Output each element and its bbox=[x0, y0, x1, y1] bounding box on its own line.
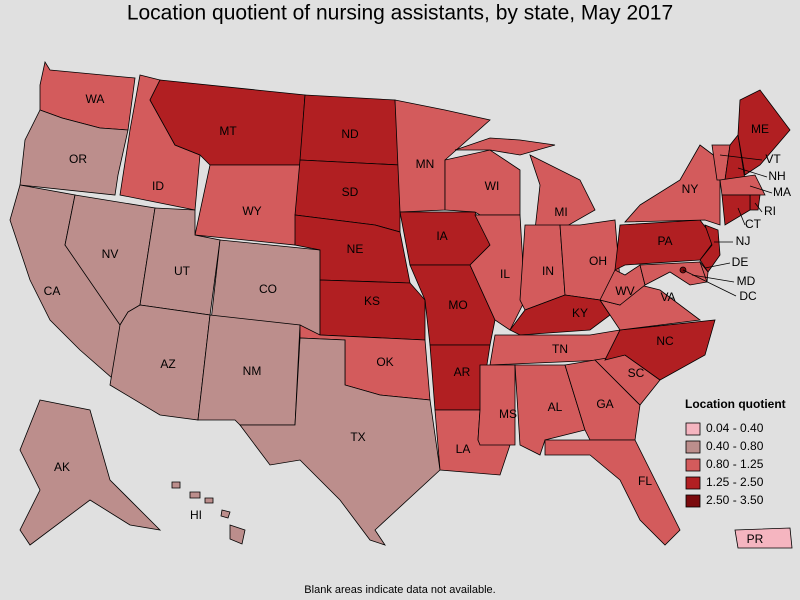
state-label: FL bbox=[638, 474, 652, 488]
state-label: AK bbox=[54, 460, 70, 474]
state-label: SC bbox=[628, 366, 645, 380]
state-label: IN bbox=[542, 264, 554, 278]
state-shape bbox=[444, 149, 521, 216]
state-label: NC bbox=[656, 334, 674, 348]
state-shape bbox=[19, 399, 162, 546]
state-label: PR bbox=[747, 532, 764, 546]
state-label: MO bbox=[448, 298, 467, 312]
state-label: WA bbox=[86, 92, 105, 106]
state-label: NY bbox=[682, 182, 699, 196]
state-shape bbox=[319, 279, 426, 341]
leader-line bbox=[704, 262, 731, 269]
state-label: ME bbox=[751, 122, 769, 136]
state-label: AZ bbox=[160, 357, 175, 371]
state-label: AR bbox=[454, 365, 471, 379]
state-label: IA bbox=[436, 229, 447, 243]
state-label: VT bbox=[765, 152, 781, 166]
state-label: NM bbox=[243, 364, 262, 378]
legend-label: 0.80 - 1.25 bbox=[706, 457, 764, 471]
state-shape bbox=[721, 194, 751, 226]
map-title: Location quotient of nursing assistants,… bbox=[127, 2, 673, 25]
legend: 0.04 - 0.40 0.40 - 0.80 0.80 - 1.25 1.25 - … bbox=[685, 421, 764, 508]
state-label: PA bbox=[657, 234, 672, 248]
state-shape bbox=[477, 364, 516, 446]
state-label: NE bbox=[347, 242, 364, 256]
state-shape bbox=[639, 261, 708, 286]
state-label: UT bbox=[174, 264, 191, 278]
state-label: MT bbox=[219, 124, 237, 138]
state-label: HI bbox=[190, 508, 202, 522]
state-label: MD bbox=[737, 274, 756, 288]
state-label: KY bbox=[572, 306, 588, 320]
state-shape bbox=[19, 109, 129, 196]
leader-line bbox=[754, 202, 763, 213]
legend-swatch bbox=[685, 440, 701, 454]
state-label: CT bbox=[745, 217, 762, 231]
state-label: RI bbox=[764, 204, 776, 218]
leader-line bbox=[691, 274, 735, 283]
state-label: NV bbox=[102, 247, 119, 261]
legend-swatch bbox=[685, 494, 701, 508]
state-label: SD bbox=[342, 185, 359, 199]
state-label: ID bbox=[152, 179, 164, 193]
state-label: MA bbox=[773, 185, 791, 199]
leader-line bbox=[682, 269, 737, 297]
legend-label: 0.04 - 0.40 bbox=[706, 421, 764, 435]
state-labels: WA OR CA NV ID MT WY UT CO AZ NM ND SD NE KS OK TX MN IA MO… bbox=[44, 92, 791, 546]
state-label: OR bbox=[69, 152, 87, 166]
state-label: MN bbox=[416, 157, 435, 171]
state-label: OH bbox=[589, 254, 607, 268]
state-shape bbox=[469, 214, 526, 331]
state-label: WI bbox=[485, 179, 500, 193]
state-label: CA bbox=[44, 284, 61, 298]
state-label: TX bbox=[350, 430, 365, 444]
state-label: LA bbox=[456, 442, 471, 456]
legend-swatch bbox=[685, 458, 701, 472]
leader-line bbox=[719, 154, 763, 161]
states bbox=[9, 60, 793, 549]
state-shape bbox=[734, 527, 793, 549]
legend-swatch bbox=[685, 422, 701, 436]
state-shape bbox=[737, 89, 791, 176]
state-shape bbox=[171, 481, 246, 545]
state-label: IL bbox=[500, 267, 510, 281]
state-label: NJ bbox=[736, 234, 751, 248]
state-label: VA bbox=[660, 290, 675, 304]
state-label: CO bbox=[259, 282, 277, 296]
leader-line bbox=[737, 207, 746, 226]
state-shape bbox=[624, 144, 721, 226]
state-label: NH bbox=[768, 169, 785, 183]
state-label: KS bbox=[364, 294, 380, 308]
legend-label: 0.40 - 0.80 bbox=[706, 439, 764, 453]
state-label: ND bbox=[341, 127, 359, 141]
legend-swatch bbox=[685, 476, 701, 490]
legend-title: Location quotient bbox=[685, 397, 786, 411]
leader-line bbox=[749, 185, 773, 194]
state-label: DC bbox=[739, 289, 757, 303]
legend-label: 2.50 - 3.50 bbox=[706, 493, 764, 507]
state-label: OK bbox=[376, 355, 393, 369]
state-shape bbox=[239, 337, 441, 546]
state-label: GA bbox=[596, 397, 613, 411]
state-label: AL bbox=[548, 400, 563, 414]
state-label: DE bbox=[732, 255, 749, 269]
state-label: MI bbox=[554, 205, 567, 219]
footnote: Blank areas indicate data not available. bbox=[304, 584, 495, 596]
state-label: WV bbox=[615, 284, 634, 298]
leader-line bbox=[737, 167, 768, 178]
state-shape bbox=[719, 174, 766, 196]
state-label: WY bbox=[242, 204, 261, 218]
state-label: MS bbox=[499, 407, 517, 421]
legend-label: 1.25 - 2.50 bbox=[706, 475, 764, 489]
state-shape bbox=[544, 439, 681, 546]
state-label: TN bbox=[552, 342, 568, 356]
